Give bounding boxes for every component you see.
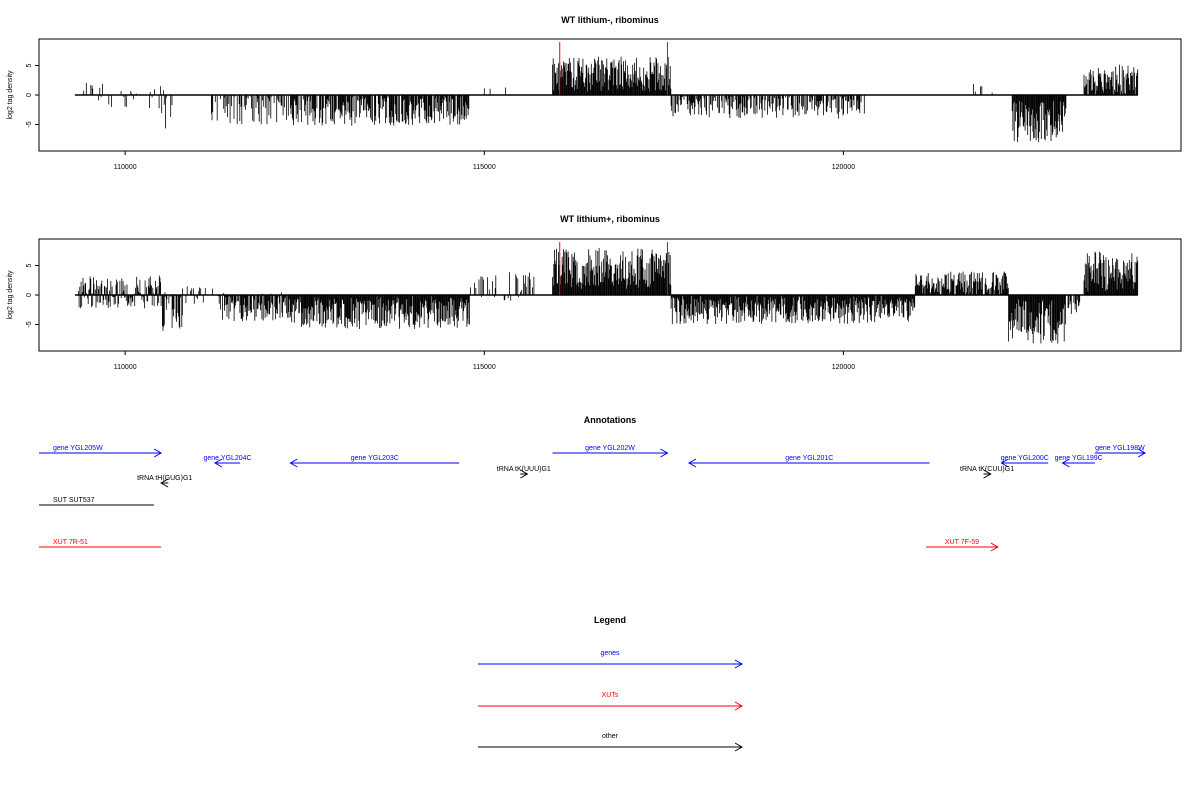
legend-entry: other — [478, 733, 744, 752]
panel2-bars — [78, 247, 1139, 344]
panel-lithium-minus: WT lithium-, ribominus log2 tag density … — [7, 15, 1182, 171]
x-tick-label: 115000 — [473, 364, 496, 371]
annotation-feature: gene YGL203C — [289, 455, 460, 468]
annotation-feature: SUT SUT537 — [39, 497, 154, 506]
feature-label: gene YGL203C — [351, 455, 399, 462]
annotation-feature: gene YGL204C — [203, 455, 252, 468]
legend-panel: Legend genes XUTs other — [478, 615, 744, 752]
feature-arrowhead — [213, 458, 223, 468]
feature-label: gene YGL205W — [53, 445, 103, 452]
panel2-axes: -5 0 5 110000 115000 120000 — [26, 242, 1138, 371]
y-tick-label: -5 — [26, 321, 33, 327]
legend-entries: genes XUTs other — [478, 650, 744, 752]
feature-label: tRNA tH(GUG)G1 — [137, 475, 192, 482]
annotation-feature: gene YGL202W — [552, 445, 669, 458]
y-tick-label: 5 — [26, 263, 33, 267]
feature-label: gene YGL199C — [1055, 455, 1103, 462]
y-tick-label: 0 — [26, 93, 33, 97]
legend-arrowhead — [734, 701, 744, 711]
legend-title: Legend — [594, 615, 626, 625]
x-tick-label: 120000 — [832, 364, 855, 371]
annotations-title: Annotations — [584, 415, 637, 425]
panel-lithium-plus: WT lithium+, ribominus log2 tag density … — [7, 214, 1182, 371]
feature-label: gene YGL201C — [785, 455, 833, 462]
feature-label: gene YGL204C — [203, 455, 251, 462]
panel1-ylabel: log2 tag density — [7, 70, 14, 120]
annotation-feature: tRNA tK(CUU)G1 — [960, 466, 1014, 479]
feature-label: XUT 7R-51 — [53, 539, 88, 546]
feature-label: gene YGL202W — [585, 445, 635, 452]
annotation-features: gene YGL205W gene YGL204C gene YGL203C gene… — [39, 445, 1147, 552]
feature-arrowhead — [1000, 458, 1009, 468]
feature-arrowhead — [153, 448, 163, 458]
annotation-feature: gene YGL198W — [1094, 445, 1147, 458]
feature-arrowhead — [289, 458, 298, 468]
legend-label: other — [602, 733, 619, 740]
feature-label: SUT SUT537 — [53, 497, 95, 504]
panel1-axes: -5 0 5 110000 115000 120000 — [26, 42, 1138, 171]
annotation-feature: gene YGL201C — [687, 455, 930, 468]
annotation-feature: gene YGL205W — [39, 445, 163, 458]
y-tick-label: 0 — [26, 293, 33, 297]
annotation-feature: gene YGL200C — [1000, 455, 1049, 468]
y-tick-label: -5 — [26, 121, 33, 127]
annotation-feature: XUT 7R-51 — [39, 539, 162, 548]
legend-arrowhead — [734, 659, 744, 669]
feature-arrowhead — [1061, 458, 1070, 468]
feature-arrowhead — [687, 458, 697, 468]
feature-label: gene YGL200C — [1001, 455, 1049, 462]
panel1-bars — [83, 56, 1139, 143]
x-tick-label: 115000 — [473, 164, 496, 171]
feature-label: XUT 7F-59 — [945, 539, 979, 546]
legend-arrowhead — [734, 742, 744, 752]
annotation-feature: tRNA tH(GUG)G1 — [137, 475, 192, 488]
feature-arrowhead — [983, 469, 992, 479]
feature-label: gene YGL198W — [1095, 445, 1145, 452]
panel2-title: WT lithium+, ribominus — [560, 214, 660, 224]
feature-label: tRNA tK(UUU)G1 — [497, 466, 551, 473]
feature-label: tRNA tK(CUU)G1 — [960, 466, 1014, 473]
x-tick-label: 120000 — [832, 164, 855, 171]
legend-label: genes — [600, 650, 620, 657]
legend-label: XUTs — [602, 692, 619, 699]
y-tick-label: 5 — [26, 63, 33, 67]
annotation-feature: XUT 7F-59 — [926, 539, 999, 552]
panel2-ylabel: log2 tag density — [7, 270, 14, 320]
x-tick-label: 110000 — [114, 364, 137, 371]
feature-arrowhead — [990, 542, 999, 552]
x-tick-label: 110000 — [114, 164, 137, 171]
legend-entry: XUTs — [478, 692, 744, 711]
panel1-title: WT lithium-, ribominus — [561, 15, 659, 25]
annotation-feature: gene YGL199C — [1055, 455, 1103, 468]
feature-arrowhead — [160, 478, 169, 488]
feature-arrowhead — [520, 469, 529, 479]
feature-arrowhead — [660, 448, 669, 458]
annotation-feature: tRNA tK(UUU)G1 — [497, 466, 551, 479]
legend-entry: genes — [478, 650, 744, 669]
feature-arrowhead — [1137, 448, 1147, 458]
